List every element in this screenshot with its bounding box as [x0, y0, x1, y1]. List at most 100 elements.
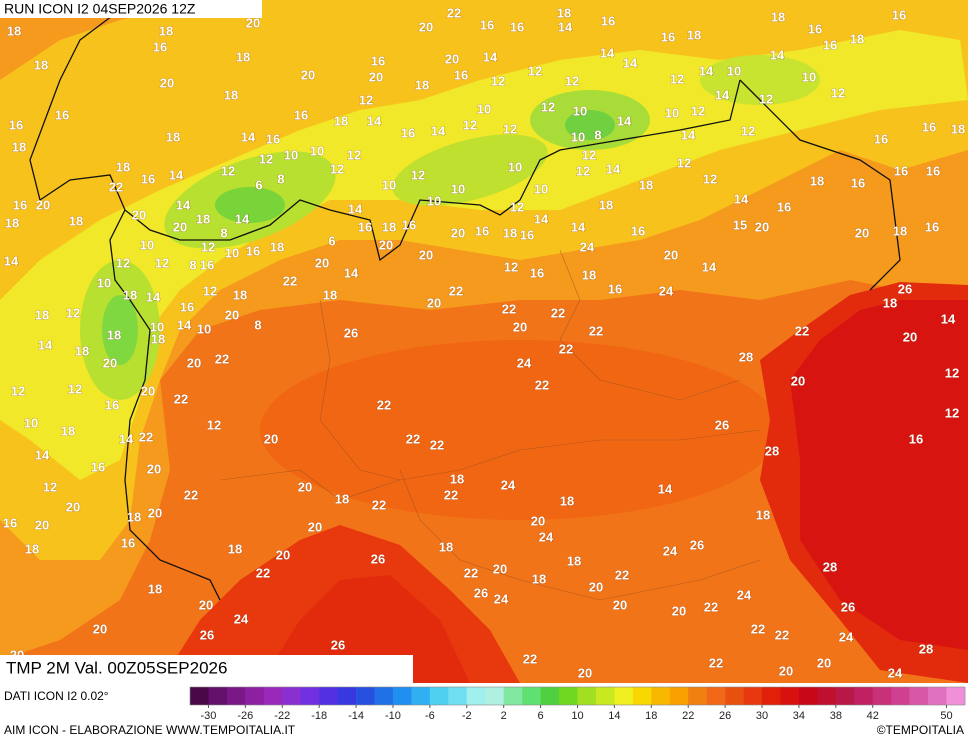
- temperature-label: 16: [922, 119, 936, 134]
- temperature-label: 10: [197, 321, 211, 336]
- colorbar-swatch: [429, 687, 449, 705]
- logo-label: ©TEMPOITALIA: [877, 723, 964, 737]
- temperature-label: 15: [733, 217, 747, 232]
- colorbar-swatch: [854, 687, 874, 705]
- temperature-label: 18: [61, 423, 75, 438]
- colorbar-swatch: [909, 687, 929, 705]
- temperature-label: 24: [659, 283, 674, 298]
- temperature-label: 16: [475, 223, 489, 238]
- temperature-label: 18: [236, 49, 250, 64]
- temperature-label: 28: [919, 641, 933, 656]
- temperature-label: 18: [107, 327, 121, 342]
- temperature-label: 16: [926, 163, 940, 178]
- colorbar-tick-label: 38: [830, 710, 842, 722]
- temperature-label: 16: [246, 243, 260, 258]
- temperature-label: 10: [382, 177, 396, 192]
- colorbar-tick-label: 6: [538, 710, 544, 722]
- temperature-label: 12: [504, 259, 518, 274]
- temperature-label: 26: [344, 325, 358, 340]
- temperature-label: 20: [276, 547, 290, 562]
- temperature-label: 12: [510, 199, 524, 214]
- colorbar-swatch: [190, 687, 209, 705]
- temperature-label: 8: [277, 171, 284, 186]
- colorbar-swatch: [559, 687, 578, 705]
- temperature-label: 18: [883, 295, 897, 310]
- temperature-label: 10: [150, 319, 164, 334]
- temperature-label: 18: [5, 215, 19, 230]
- temperature-label: 12: [945, 365, 959, 380]
- temperature-label: 26: [200, 627, 214, 642]
- temperature-label: 16: [141, 171, 155, 186]
- temperature-label: 12: [703, 171, 717, 186]
- temperature-label: 16: [520, 227, 534, 242]
- temperature-label: 18: [582, 267, 596, 282]
- temperature-label: 18: [893, 223, 907, 238]
- temperature-label: 22: [551, 305, 565, 320]
- temperature-label: 24: [737, 587, 752, 602]
- temperature-label: 22: [535, 377, 549, 392]
- temperature-label: 12: [221, 163, 235, 178]
- temperature-label: 12: [576, 163, 590, 178]
- temperature-label: 20: [141, 383, 155, 398]
- temperature-label: 22: [523, 651, 537, 666]
- temperature-label: 16: [105, 397, 119, 412]
- colorbar-swatch: [226, 687, 246, 705]
- temperature-label: 22: [589, 323, 603, 338]
- temperature-label: 20: [755, 219, 769, 234]
- temperature-label: 20: [379, 237, 393, 252]
- temperature-label: 20: [298, 479, 312, 494]
- temperature-label: 12: [582, 147, 596, 162]
- colorbar-swatch: [300, 687, 320, 705]
- temperature-label: 14: [348, 201, 363, 216]
- temperature-label: 14: [600, 45, 615, 60]
- temperature-label: 22: [377, 397, 391, 412]
- temperature-label: 14: [344, 265, 359, 280]
- temperature-label: 20: [817, 655, 831, 670]
- temperature-label: 22: [139, 429, 153, 444]
- colorbar-swatch: [356, 687, 375, 705]
- temperature-label: 16: [55, 107, 69, 122]
- temperature-label: 22: [109, 179, 123, 194]
- temperature-label: 20: [132, 207, 146, 222]
- temperature-label: 20: [160, 75, 174, 90]
- temperature-label: 12: [347, 147, 361, 162]
- temperature-label: 14: [483, 49, 498, 64]
- field-title: TMP 2M Val. 00Z05SEP2026: [6, 658, 227, 677]
- temperature-label: 20: [419, 19, 433, 34]
- temperature-label: 24: [494, 591, 509, 606]
- temperature-label: 14: [702, 259, 717, 274]
- colorbar-swatch: [706, 687, 726, 705]
- temperature-label: 16: [9, 117, 23, 132]
- colorbar-tick-label: -14: [348, 710, 364, 722]
- colorbar-swatch: [872, 687, 892, 705]
- colorbar-swatch: [798, 687, 818, 705]
- colorbar-tick-label: 50: [940, 710, 952, 722]
- temperature-label: 20: [445, 51, 459, 66]
- temperature-label: 12: [203, 283, 217, 298]
- temperature-label: 12: [11, 383, 25, 398]
- temperature-label: 20: [451, 225, 465, 240]
- temperature-label: 18: [196, 211, 210, 226]
- temperature-label: 8: [220, 225, 227, 240]
- colorbar-tick-label: 42: [867, 710, 879, 722]
- temperature-label: 14: [623, 55, 638, 70]
- temperature-label: 24: [663, 543, 678, 558]
- temperature-label: 18: [335, 491, 349, 506]
- temperature-label: 16: [266, 131, 280, 146]
- temperature-label: 20: [103, 355, 117, 370]
- temperature-label: 12: [945, 405, 959, 420]
- temperature-label: 18: [12, 139, 26, 154]
- temperature-label: 20: [779, 663, 793, 678]
- temperature-label: 16: [371, 53, 385, 68]
- temperature-label: 16: [180, 299, 194, 314]
- temperature-label: 20: [264, 431, 278, 446]
- temperature-label: 10: [727, 63, 741, 78]
- temperature-label: 22: [444, 487, 458, 502]
- map-background: [0, 0, 968, 683]
- temperature-label: 22: [449, 283, 463, 298]
- temperature-label: 12: [259, 151, 273, 166]
- temperature-label: 12: [670, 71, 684, 86]
- temperature-label: 12: [411, 167, 425, 182]
- temperature-label: 14: [571, 219, 586, 234]
